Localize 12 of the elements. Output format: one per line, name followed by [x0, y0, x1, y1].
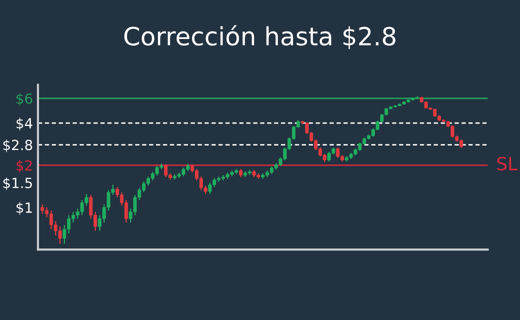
- candlestick: [164, 164, 168, 178]
- chart-title: Corrección hasta $2.8: [124, 25, 396, 49]
- ref-line-label: SL: [497, 156, 518, 170]
- y-tick-label: $1: [16, 202, 32, 215]
- y-tick-label: $4: [16, 118, 32, 130]
- y-tick-label: $2.8: [3, 139, 32, 152]
- y-tick-label: $6: [16, 93, 32, 106]
- candlestick: [40, 204, 44, 214]
- y-tick-label: $1.5: [3, 177, 32, 190]
- candlestick: [208, 182, 212, 194]
- candlestick: [336, 147, 340, 158]
- y-tick-label: $2: [16, 160, 32, 173]
